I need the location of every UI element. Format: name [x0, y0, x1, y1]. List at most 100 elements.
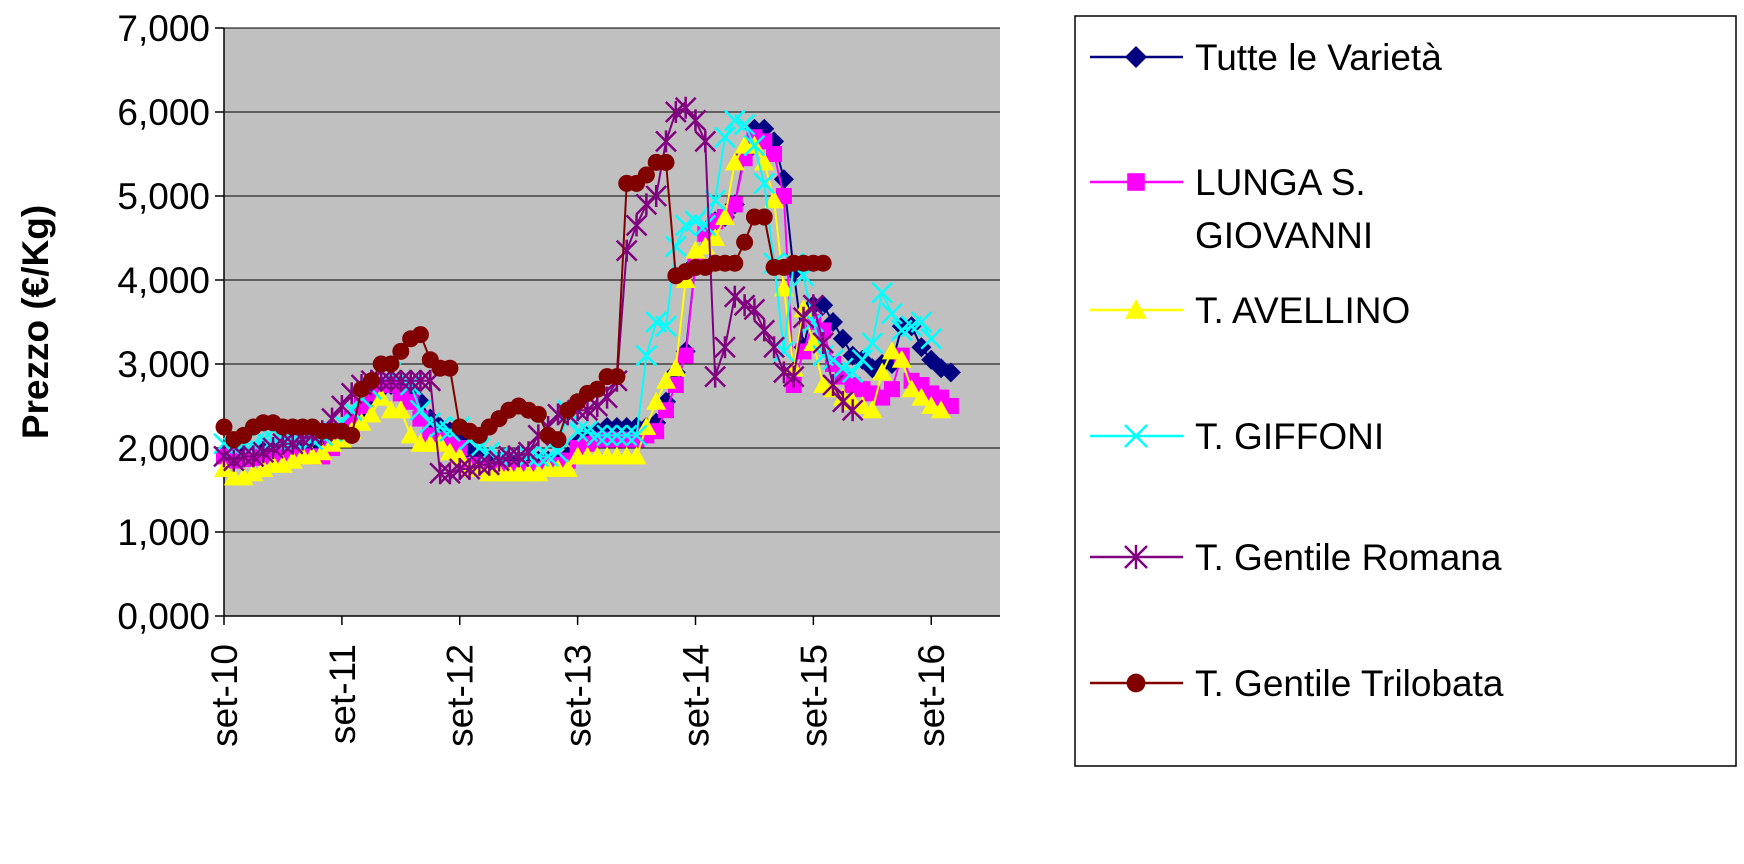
- marker-square: [667, 377, 684, 393]
- marker-circle: [529, 405, 547, 423]
- marker-x: [547, 441, 569, 464]
- marker-star: [497, 445, 520, 468]
- plot-area: [224, 28, 1000, 616]
- marker-star: [380, 369, 402, 392]
- marker-circle: [637, 166, 655, 184]
- marker-star: [743, 298, 766, 321]
- marker-x: [851, 348, 874, 371]
- marker-square: [1127, 173, 1145, 191]
- marker-circle: [382, 355, 400, 373]
- marker-triangle: [881, 341, 902, 360]
- marker-star: [232, 445, 255, 468]
- y-tick-label: 4,000: [117, 260, 210, 301]
- marker-circle: [441, 359, 459, 377]
- y-axis-title: Prezzo (€/Kg): [15, 205, 56, 439]
- marker-circle: [362, 372, 380, 390]
- marker-star: [655, 130, 677, 153]
- legend-box: [1074, 15, 1737, 767]
- marker-star: [399, 369, 422, 392]
- marker-circle: [736, 233, 754, 251]
- marker-star: [694, 130, 717, 153]
- marker-x: [743, 134, 766, 157]
- legend-label-line: LUNGA S.: [1195, 162, 1366, 203]
- y-tick-label: 1,000: [117, 512, 210, 553]
- marker-x: [694, 214, 717, 237]
- marker-circle: [411, 326, 429, 344]
- marker-x: [881, 302, 903, 325]
- marker-star: [684, 109, 707, 132]
- marker-x: [861, 332, 884, 354]
- marker-triangle: [764, 190, 785, 209]
- legend-label: T. AVELLINO: [1195, 290, 1410, 331]
- marker-x: [635, 344, 658, 367]
- marker-square: [648, 423, 665, 440]
- x-tick-label: set-13: [558, 644, 599, 747]
- marker-x: [409, 399, 432, 422]
- marker-star: [625, 214, 648, 237]
- marker-triangle: [449, 446, 470, 465]
- x-tick-label: set-16: [911, 644, 952, 747]
- marker-circle: [657, 153, 675, 171]
- marker-triangle: [430, 433, 451, 452]
- marker-x: [714, 126, 736, 149]
- marker-star: [792, 306, 815, 329]
- x-tick-label: set-15: [793, 644, 834, 747]
- y-tick-label: 6,000: [117, 92, 210, 133]
- marker-star: [841, 399, 864, 422]
- y-tick-label: 7,000: [117, 8, 210, 49]
- marker-star: [763, 336, 785, 359]
- marker-star: [812, 332, 835, 354]
- marker-x: [615, 424, 638, 447]
- legend-label: Tutte le Varietà: [1195, 37, 1442, 78]
- marker-triangle: [557, 459, 578, 477]
- marker-diamond: [1125, 46, 1147, 68]
- marker-x: [566, 420, 589, 443]
- marker-x: [910, 311, 933, 333]
- marker-triangle: [901, 379, 922, 398]
- marker-triangle: [872, 362, 893, 381]
- marker-square: [942, 398, 959, 414]
- legend-label: T. Gentile Trilobata: [1195, 663, 1504, 704]
- marker-x: [841, 361, 864, 384]
- marker-triangle: [931, 400, 952, 419]
- marker-square: [677, 347, 694, 364]
- marker-triangle: [724, 152, 745, 171]
- marker-star: [468, 453, 491, 476]
- legend-item: T. GIFFONI: [1090, 416, 1384, 457]
- marker-star: [615, 239, 638, 262]
- marker-x: [664, 235, 687, 258]
- axes: 0,000 1,000 2,000 3,000 4,000 5,000 6,000 7,000…: [117, 8, 1000, 747]
- x-tick-label: set-12: [440, 644, 481, 747]
- legend-item: LUNGA S. GIOVANNI: [1090, 162, 1373, 256]
- series-lines: [213, 96, 961, 486]
- marker-triangle: [351, 412, 372, 431]
- marker-triangle: [665, 358, 686, 377]
- marker-star: [802, 294, 825, 317]
- marker-star: [448, 458, 471, 480]
- legend: Tutte le Varietà LUNGA S. GIOVANNI T. AVELL…: [1090, 37, 1504, 704]
- marker-x: [625, 424, 648, 447]
- marker-triangle: [390, 400, 411, 419]
- marker-star: [389, 369, 412, 392]
- marker-star: [272, 432, 294, 455]
- x-tick-label: set-14: [675, 644, 716, 747]
- marker-triangle: [400, 425, 421, 444]
- marker-triangle: [214, 459, 234, 477]
- marker-diamond: [940, 362, 961, 383]
- marker-x: [606, 424, 628, 447]
- legend-label: LUNGA S. GIOVANNI: [1195, 162, 1373, 256]
- marker-star: [704, 365, 727, 388]
- legend-label: T. Gentile Romana: [1195, 537, 1502, 578]
- marker-star: [714, 336, 736, 359]
- y-tick-label: 3,000: [117, 344, 210, 385]
- marker-triangle: [1125, 299, 1147, 319]
- legend-item: T. Gentile Trilobata: [1090, 663, 1504, 704]
- series-6: [215, 153, 832, 449]
- marker-square: [883, 381, 900, 398]
- marker-triangle: [911, 387, 932, 406]
- legend-item: Tutte le Varietà: [1090, 37, 1442, 78]
- legend-label: T. GIFFONI: [1195, 416, 1384, 457]
- marker-x: [871, 281, 894, 304]
